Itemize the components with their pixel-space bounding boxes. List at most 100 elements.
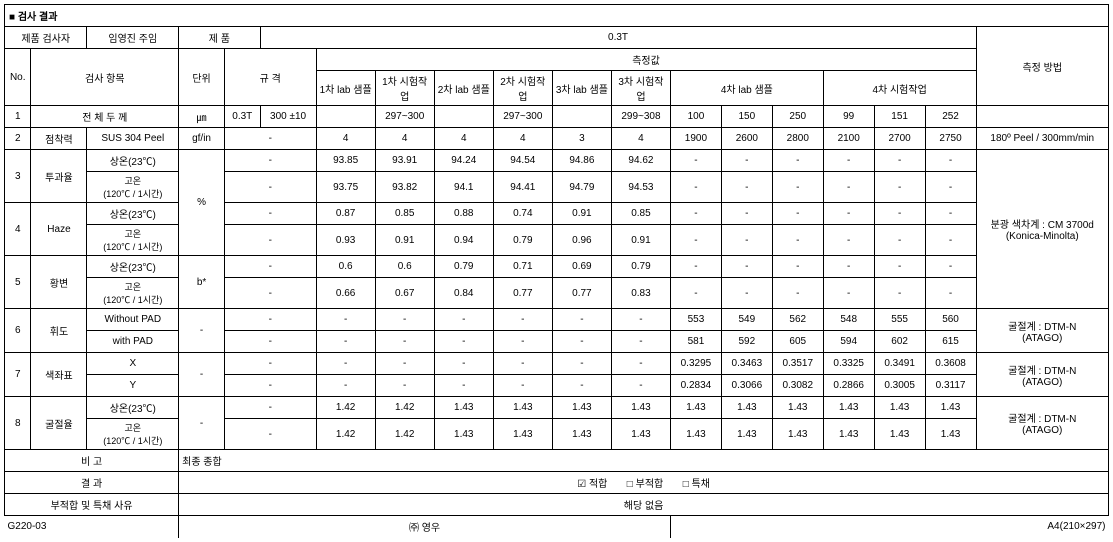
cell: 1.43 [670, 397, 721, 419]
product-value: 0.3T [260, 27, 976, 49]
cell: 0.3117 [925, 375, 976, 397]
cell: - [823, 203, 874, 225]
cell: - [552, 353, 611, 375]
table-row: 7 색좌표 X - - -- -- -- 0.32950.3463 0.3517… [5, 353, 1109, 375]
cell: 94.86 [552, 150, 611, 172]
cell: - [772, 278, 823, 309]
cell: 1.43 [493, 397, 552, 419]
unchecked-icon: □ [683, 479, 692, 490]
col-header: 3차 시험작업 [611, 71, 670, 106]
row-cond: 상온(23℃) [87, 256, 179, 278]
cell: 94.79 [552, 172, 611, 203]
cell: - [375, 331, 434, 353]
no-header: No. [5, 49, 31, 106]
row-method [976, 106, 1109, 128]
cell: - [552, 331, 611, 353]
cell: 1.43 [552, 419, 611, 450]
cell: 560 [925, 309, 976, 331]
cell: 100 [670, 106, 721, 128]
cell: 0.88 [434, 203, 493, 225]
cell: 1.43 [772, 397, 823, 419]
row-method: 굴절계 : DTM-N (ATAGO) [976, 397, 1109, 450]
cell: 592 [721, 331, 772, 353]
cell: 1.43 [434, 397, 493, 419]
cell: 2750 [925, 128, 976, 150]
cell: 150 [721, 106, 772, 128]
remark-value: 최종 종합 [179, 450, 1109, 472]
cell: - [434, 309, 493, 331]
row-item: 굴절율 [31, 397, 87, 450]
reason-label: 부적합 및 특채 사유 [5, 494, 179, 516]
cell: - [670, 203, 721, 225]
row-spec: - [224, 278, 316, 309]
option-pass: 적합 [589, 479, 607, 490]
option-fail: 부적합 [636, 479, 664, 490]
row-unit: % [179, 150, 225, 256]
cell: 0.71 [493, 256, 552, 278]
cell: 151 [874, 106, 925, 128]
cell: - [611, 309, 670, 331]
cell: 2600 [721, 128, 772, 150]
cell: - [316, 331, 375, 353]
row-cond: 고온 (120℃ / 1시간) [87, 225, 179, 256]
row-spec: - [224, 128, 316, 150]
col-header: 1차 lab 샘플 [316, 71, 375, 106]
cell: 0.67 [375, 278, 434, 309]
cell: 1.43 [823, 397, 874, 419]
cell: 1900 [670, 128, 721, 150]
cell: 0.91 [375, 225, 434, 256]
cell: - [772, 225, 823, 256]
cell: 250 [772, 106, 823, 128]
cell: 99 [823, 106, 874, 128]
row-cond: 상온(23℃) [87, 397, 179, 419]
cell: 1.43 [925, 397, 976, 419]
row-method: 굴절계 : DTM-N (ATAGO) [976, 353, 1109, 397]
cell: 0.74 [493, 203, 552, 225]
row-spec: - [224, 419, 316, 450]
cell: 553 [670, 309, 721, 331]
row-no: 1 [5, 106, 31, 128]
cell: - [611, 331, 670, 353]
cell: 1.43 [772, 419, 823, 450]
row-spec: - [224, 225, 316, 256]
cell: 4 [611, 128, 670, 150]
row-unit: - [179, 309, 225, 353]
cell: 0.85 [375, 203, 434, 225]
row-cond: Y [87, 375, 179, 397]
row-spec: - [224, 375, 316, 397]
cell: - [670, 225, 721, 256]
cell: - [375, 309, 434, 331]
row-unit: b* [179, 256, 225, 309]
row-item: 황변 [31, 256, 87, 309]
cell: 0.6 [375, 256, 434, 278]
cell [434, 106, 493, 128]
cell: 548 [823, 309, 874, 331]
row-spec: - [224, 256, 316, 278]
cell: - [670, 278, 721, 309]
col-header: 2차 lab 샘플 [434, 71, 493, 106]
cell: - [874, 278, 925, 309]
cell: 1.43 [874, 397, 925, 419]
product-label: 제 품 [179, 27, 260, 49]
col-header: 2차 시험작업 [493, 71, 552, 106]
cell: 0.66 [316, 278, 375, 309]
cell: 0.69 [552, 256, 611, 278]
row-item: 전 체 두 께 [31, 106, 179, 128]
cell: - [721, 225, 772, 256]
remark-label: 비 고 [5, 450, 179, 472]
cell: 1.43 [611, 397, 670, 419]
table-row: 고온 (120℃ / 1시간) - 93.7593.82 94.194.41 9… [5, 172, 1109, 203]
cell: 1.42 [316, 397, 375, 419]
cell: - [670, 172, 721, 203]
cell: - [611, 375, 670, 397]
row-cond: 고온 (120℃ / 1시간) [87, 419, 179, 450]
row-item: 색좌표 [31, 353, 87, 397]
cell [552, 106, 611, 128]
cell: 94.53 [611, 172, 670, 203]
cell: 0.83 [611, 278, 670, 309]
cell: - [552, 309, 611, 331]
cell: 2700 [874, 128, 925, 150]
row-spec: 300 ±10 [260, 106, 316, 128]
cell: 0.3066 [721, 375, 772, 397]
cell: 0.79 [611, 256, 670, 278]
